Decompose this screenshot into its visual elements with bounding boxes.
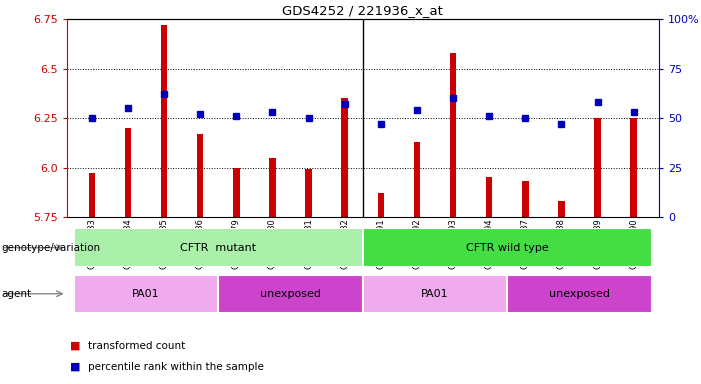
Text: genotype/variation: genotype/variation	[1, 243, 100, 253]
Bar	[233, 167, 240, 217]
Bar	[414, 142, 420, 217]
Text: unexposed: unexposed	[260, 289, 321, 299]
Bar	[269, 158, 275, 217]
Bar	[450, 53, 456, 217]
Bar	[522, 181, 529, 217]
Text: PA01: PA01	[421, 289, 449, 299]
Text: transformed count: transformed count	[88, 341, 185, 351]
Bar	[88, 174, 95, 217]
Text: CFTR  mutant: CFTR mutant	[180, 243, 257, 253]
Bar	[161, 25, 168, 217]
Text: ■: ■	[70, 362, 81, 372]
Text: ■: ■	[70, 341, 81, 351]
Bar	[486, 177, 492, 217]
Text: agent: agent	[1, 289, 32, 299]
Bar	[218, 275, 363, 313]
Bar	[630, 118, 637, 217]
Text: unexposed: unexposed	[549, 289, 610, 299]
Title: GDS4252 / 221936_x_at: GDS4252 / 221936_x_at	[283, 3, 443, 17]
Bar	[363, 228, 652, 267]
Bar	[558, 201, 565, 217]
Bar	[341, 98, 348, 217]
Bar	[74, 228, 363, 267]
Bar	[125, 128, 131, 217]
Bar	[363, 275, 508, 313]
Bar	[508, 275, 652, 313]
Bar	[594, 118, 601, 217]
Text: CFTR wild type: CFTR wild type	[466, 243, 549, 253]
Bar	[378, 193, 384, 217]
Bar	[197, 134, 203, 217]
Bar	[74, 275, 218, 313]
Text: PA01: PA01	[132, 289, 160, 299]
Bar	[306, 169, 312, 217]
Text: percentile rank within the sample: percentile rank within the sample	[88, 362, 264, 372]
